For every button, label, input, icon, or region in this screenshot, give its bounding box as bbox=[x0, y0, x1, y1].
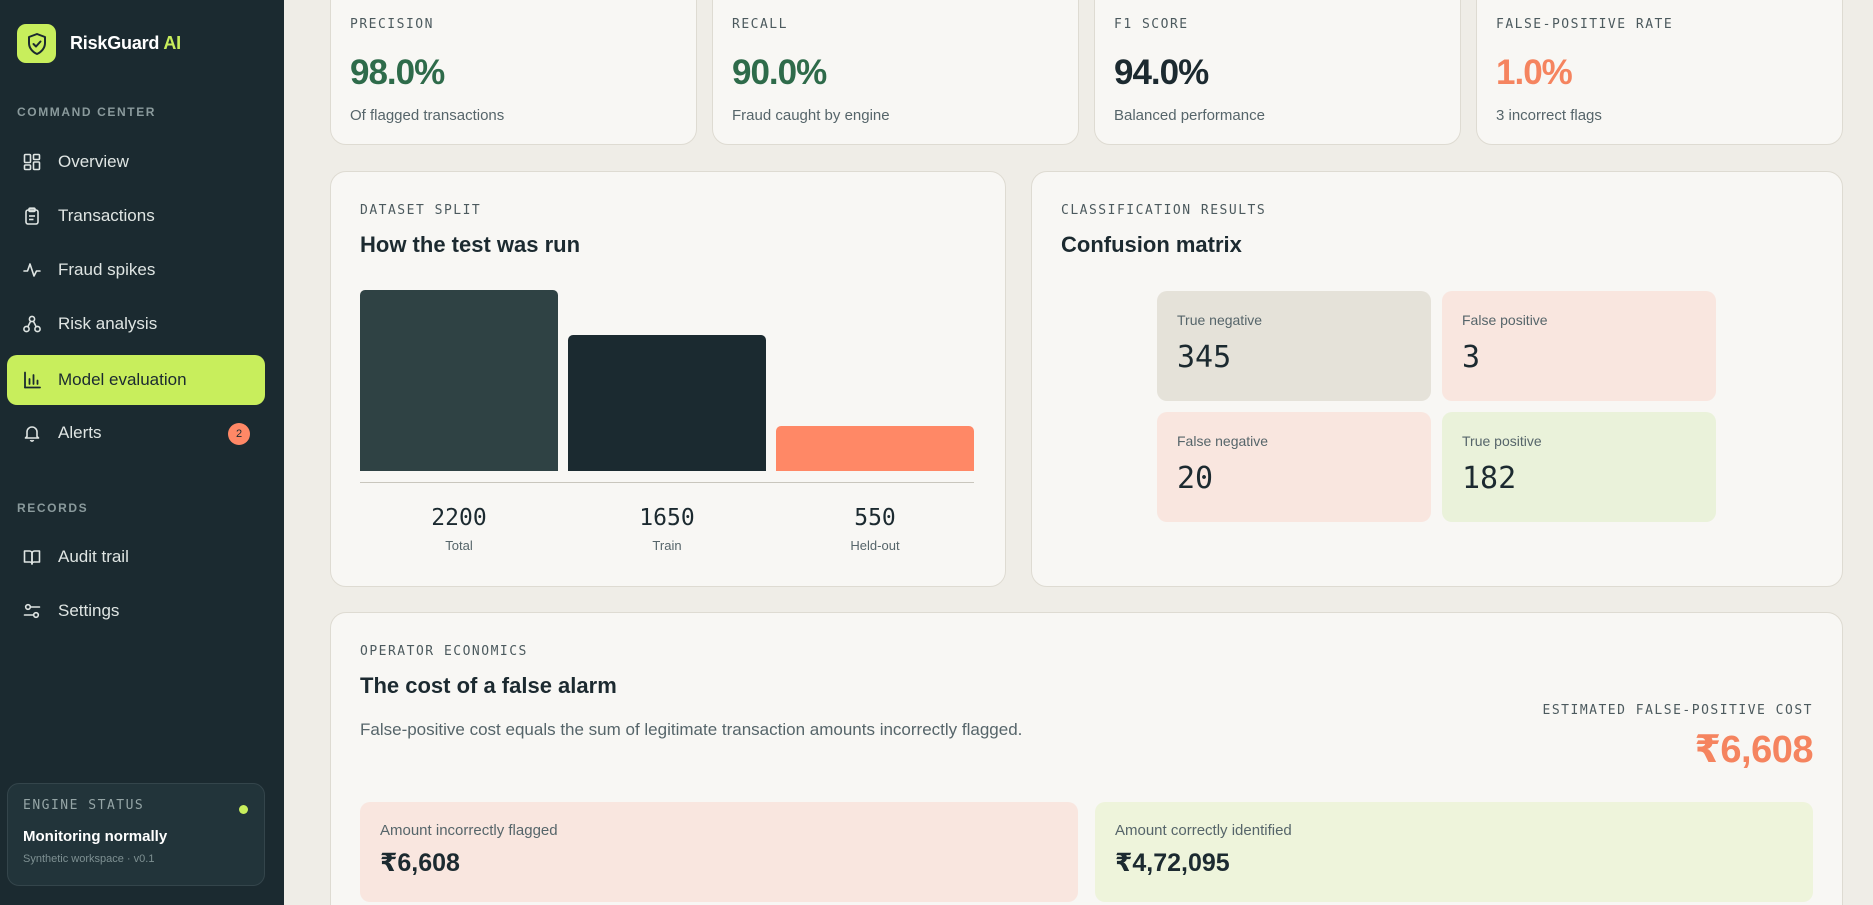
cell-true-positive: True positive 182 bbox=[1442, 412, 1716, 522]
engine-status-text: Monitoring normally bbox=[23, 828, 168, 845]
kpi-label: PRECISION bbox=[350, 17, 434, 32]
cell-label: True positive bbox=[1462, 433, 1542, 449]
nav-label: Audit trail bbox=[58, 547, 129, 566]
kpi-card-recall: RECALL 90.0% Fraud caught by engine bbox=[712, 0, 1079, 145]
bar-category-label: Total bbox=[445, 538, 473, 553]
bell-icon bbox=[22, 423, 42, 443]
dataset-eyebrow: DATASET SPLIT bbox=[360, 203, 482, 218]
dataset-title: How the test was run bbox=[360, 232, 581, 257]
nav-label: Transactions bbox=[58, 206, 155, 225]
section-command-center: COMMAND CENTER bbox=[17, 105, 157, 119]
cell-value: 20 bbox=[1177, 461, 1214, 496]
nav-item-risk-analysis[interactable]: Risk analysis bbox=[7, 299, 265, 349]
clipboard-icon bbox=[22, 206, 42, 226]
cell-label: False negative bbox=[1177, 433, 1269, 449]
amount-correctly-identified: Amount correctly identified ₹4,72,095 bbox=[1095, 802, 1813, 902]
cell-false-positive: False positive 3 bbox=[1442, 291, 1716, 401]
bar-value-label: 550 bbox=[854, 505, 896, 531]
kpi-value: 1.0% bbox=[1496, 53, 1573, 92]
cell-label: True negative bbox=[1177, 312, 1263, 328]
kpi-value: 94.0% bbox=[1114, 53, 1209, 92]
dataset-split-card: DATASET SPLIT How the test was run 2200 T… bbox=[330, 171, 1006, 587]
kpi-subtitle: Fraud caught by engine bbox=[732, 107, 890, 124]
engine-status-card: ENGINE STATUS Monitoring normally Synthe… bbox=[7, 783, 265, 886]
hierarchy-icon bbox=[22, 314, 42, 334]
bar-held-out bbox=[776, 426, 974, 471]
bar-category-label: Train bbox=[652, 538, 682, 553]
kpi-subtitle: Balanced performance bbox=[1114, 107, 1265, 124]
nav-item-model-evaluation[interactable]: Model evaluation bbox=[7, 355, 265, 405]
kpi-subtitle: 3 incorrect flags bbox=[1496, 107, 1602, 124]
kpi-label: RECALL bbox=[732, 17, 788, 32]
confusion-matrix-card: CLASSIFICATION RESULTS Confusion matrix … bbox=[1031, 171, 1843, 587]
brand-name: RiskGuard AI bbox=[70, 33, 181, 53]
book-icon bbox=[22, 547, 42, 567]
cell-value: 3 bbox=[1462, 340, 1481, 375]
kpi-card-precision: PRECISION 98.0% Of flagged transactions bbox=[330, 0, 697, 145]
sidebar: RiskGuard AI COMMAND CENTER Overview Tra… bbox=[0, 0, 284, 905]
nav-item-transactions[interactable]: Transactions bbox=[7, 191, 265, 241]
engine-version: Synthetic workspace · v0.1 bbox=[23, 853, 155, 865]
bar-category-label: Held-out bbox=[850, 538, 900, 553]
sliders-icon bbox=[22, 601, 42, 621]
economics-description: False-positive cost equals the sum of le… bbox=[360, 720, 1023, 739]
nav-label: Settings bbox=[58, 601, 120, 620]
operator-economics-card: OPERATOR ECONOMICS The cost of a false a… bbox=[330, 612, 1843, 905]
grid-icon bbox=[22, 152, 42, 172]
cell-value: 345 bbox=[1177, 340, 1232, 375]
nav-label: Alerts bbox=[58, 423, 102, 442]
estimated-cost-label: ESTIMATED FALSE-POSITIVE COST bbox=[1542, 703, 1813, 718]
estimated-cost-value: ₹6,608 bbox=[1694, 729, 1813, 771]
status-dot-icon bbox=[239, 805, 248, 814]
cell-label: False positive bbox=[1462, 312, 1548, 328]
chart-axis bbox=[360, 482, 974, 483]
kpi-value: 98.0% bbox=[350, 53, 445, 92]
alerts-count-badge: 2 bbox=[228, 423, 250, 445]
nav-item-fraud-spikes[interactable]: Fraud spikes bbox=[7, 245, 265, 295]
kpi-label: FALSE-POSITIVE RATE bbox=[1496, 17, 1674, 32]
shield-check-icon bbox=[17, 24, 56, 63]
nav-label: Model evaluation bbox=[58, 370, 187, 389]
kpi-label: F1 SCORE bbox=[1114, 17, 1189, 32]
kpi-value: 90.0% bbox=[732, 53, 827, 92]
activity-icon bbox=[22, 260, 42, 280]
nav-label: Fraud spikes bbox=[58, 260, 156, 279]
section-records: RECORDS bbox=[17, 501, 89, 515]
nav-item-audit-trail[interactable]: Audit trail bbox=[7, 532, 265, 582]
bar-total bbox=[360, 290, 558, 471]
economics-eyebrow: OPERATOR ECONOMICS bbox=[360, 644, 528, 659]
cell-false-negative: False negative 20 bbox=[1157, 412, 1431, 522]
cell-true-negative: True negative 345 bbox=[1157, 291, 1431, 401]
engine-status-label: ENGINE STATUS bbox=[23, 798, 145, 813]
bar-value-label: 1650 bbox=[639, 505, 695, 531]
brand[interactable]: RiskGuard AI bbox=[17, 24, 181, 63]
kpi-card-false-positive-rate: FALSE-POSITIVE RATE 1.0% 3 incorrect fla… bbox=[1476, 0, 1843, 145]
amount-label: Amount incorrectly flagged bbox=[380, 822, 558, 839]
bar-chart-icon bbox=[22, 370, 42, 390]
economics-title: The cost of a false alarm bbox=[360, 673, 617, 698]
nav-item-overview[interactable]: Overview bbox=[7, 137, 265, 187]
nav-item-settings[interactable]: Settings bbox=[7, 586, 265, 636]
confusion-title: Confusion matrix bbox=[1061, 232, 1242, 257]
bar-value-label: 2200 bbox=[431, 505, 487, 531]
nav-label: Risk analysis bbox=[58, 314, 158, 333]
nav-label: Overview bbox=[58, 152, 129, 171]
amount-label: Amount correctly identified bbox=[1115, 822, 1292, 839]
amount-incorrectly-flagged: Amount incorrectly flagged ₹6,608 bbox=[360, 802, 1078, 902]
confusion-eyebrow: CLASSIFICATION RESULTS bbox=[1061, 203, 1267, 218]
kpi-card-f1-score: F1 SCORE 94.0% Balanced performance bbox=[1094, 0, 1461, 145]
nav-item-alerts[interactable]: Alerts 2 bbox=[7, 408, 265, 458]
amount-value: ₹6,608 bbox=[380, 849, 460, 877]
cell-value: 182 bbox=[1462, 461, 1517, 496]
amount-value: ₹4,72,095 bbox=[1115, 849, 1230, 877]
bar-train bbox=[568, 335, 766, 471]
kpi-subtitle: Of flagged transactions bbox=[350, 107, 505, 124]
